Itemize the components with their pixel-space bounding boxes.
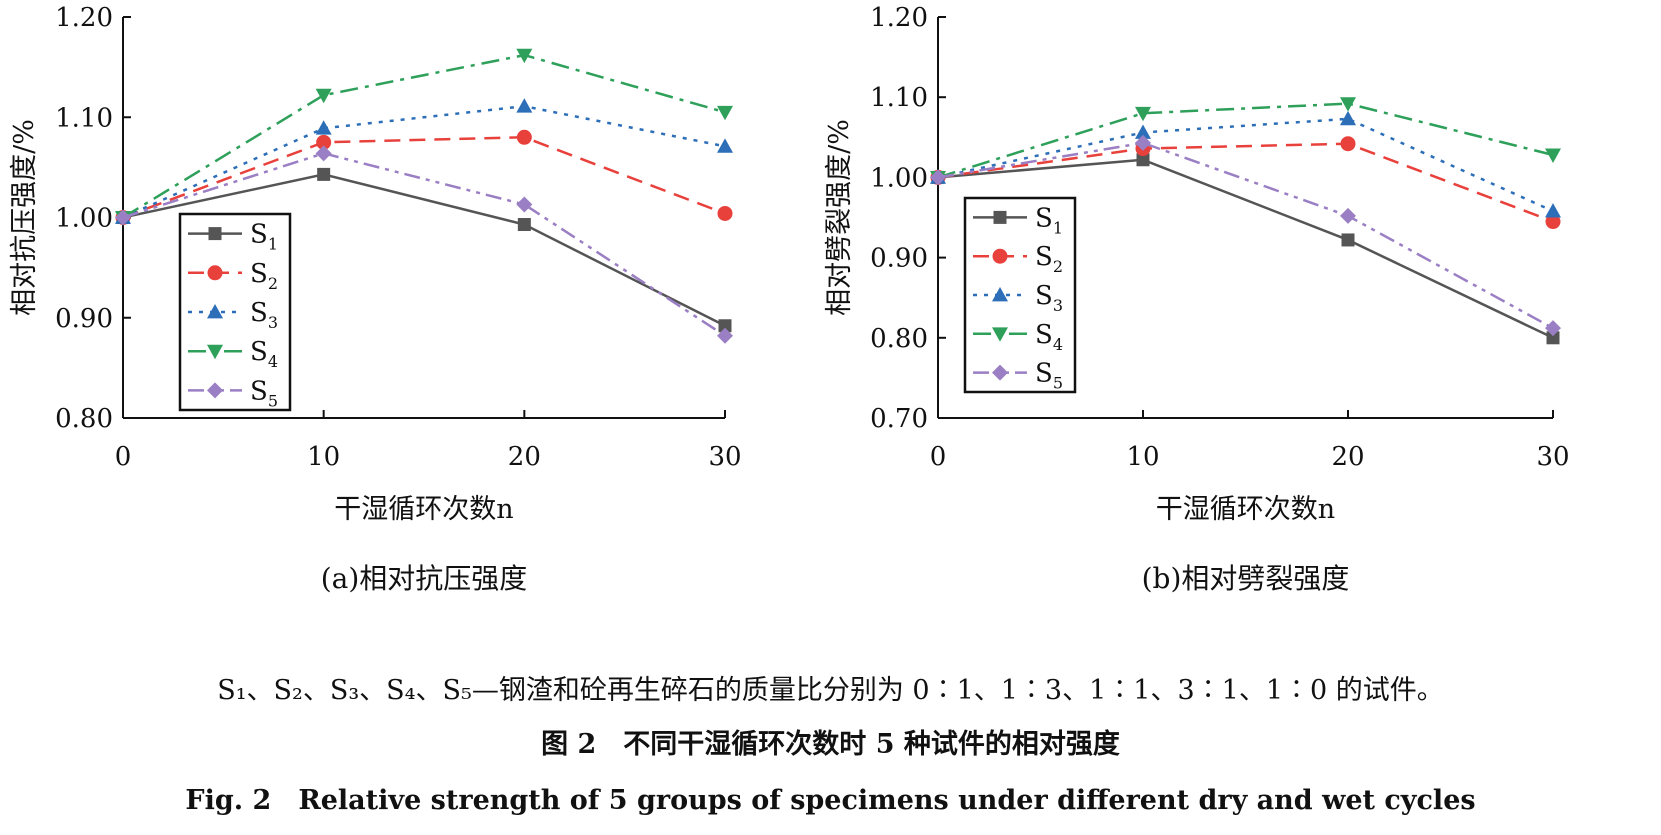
data-point-s1 — [718, 319, 732, 333]
y-axis-label: 相对抗压强度/% — [9, 119, 40, 316]
chart-subtitle: (a)相对抗压强度 — [321, 562, 528, 595]
figure-note: S₁、S₂、S₃、S₄、S₅—钢渣和砼再生碎石的质量比分别为 0∶1、1∶3、1… — [217, 675, 1444, 706]
data-point-s5 — [717, 327, 733, 344]
legend-marker-s3 — [207, 304, 223, 319]
y-tick-label: 0.70 — [870, 404, 928, 434]
data-point-s2 — [1340, 136, 1356, 152]
data-point-s1 — [1546, 331, 1560, 345]
figure-caption-english: Fig. 2 Relative strength of 5 groups of … — [185, 785, 1476, 816]
data-point-s4 — [1545, 148, 1561, 163]
legend-label-subscript: 5 — [268, 391, 278, 410]
legend-label-subscript: 3 — [268, 313, 278, 332]
legend-label-s3: S3 — [250, 298, 278, 332]
series-line-s4 — [937, 102, 1554, 179]
series-line-s2 — [937, 142, 1554, 223]
data-point-s5 — [516, 196, 533, 213]
x-tick-label: 30 — [708, 442, 741, 472]
series-line-s1 — [937, 158, 1554, 339]
data-point-s4 — [516, 48, 533, 64]
legend-label-subscript: 3 — [1053, 296, 1063, 315]
data-point-s3 — [315, 120, 332, 135]
chart-relative-splitting-strength: 0.70 0.80 0.90 1.00 1.10 1.20 0 10 20 30 干湿循环次数n 相对… — [824, 3, 1570, 595]
legend-label-subscript: 2 — [1053, 257, 1063, 276]
data-point-s2 — [717, 205, 733, 221]
data-point-s5 — [1340, 207, 1356, 224]
data-point-s4 — [1340, 97, 1356, 112]
figure-caption-chinese: 图 2 不同干湿循环次数时 5 种试件的相对强度 — [541, 729, 1120, 760]
y-tick-label: 1.10 — [870, 83, 928, 113]
legend-label-subscript: 4 — [1053, 335, 1063, 354]
data-point-s5 — [315, 145, 332, 162]
x-tick-label: 10 — [307, 442, 340, 472]
data-point-s4 — [717, 105, 733, 121]
data-point-s1 — [1136, 153, 1150, 167]
legend-marker-s3 — [992, 287, 1008, 302]
y-tick-label: 1.20 — [55, 3, 113, 33]
x-tick-label: 20 — [508, 442, 541, 472]
legend-marker-s5 — [207, 382, 223, 399]
y-axis-label: 相对劈裂强度/% — [824, 119, 855, 316]
y-tick-label: 0.90 — [55, 304, 113, 334]
y-tick-label: 1.10 — [55, 103, 113, 133]
legend-label-subscript: 1 — [268, 235, 278, 254]
data-point-s5 — [1135, 134, 1151, 151]
data-point-s1 — [517, 218, 531, 232]
series-line-s4 — [122, 53, 726, 219]
y-tick-label: 0.80 — [55, 404, 113, 434]
legend-label-subscript: 2 — [268, 274, 278, 293]
x-axis-label: 干湿循环次数n — [334, 494, 513, 525]
data-point-s3 — [516, 98, 533, 113]
data-point-s2 — [1545, 214, 1561, 230]
data-point-s3 — [1135, 124, 1151, 139]
x-axis-label: 干湿循环次数n — [1156, 494, 1335, 525]
series-line-s1 — [122, 173, 726, 327]
x-tick-label: 10 — [1126, 442, 1159, 472]
legend-label-subscript: 4 — [268, 352, 278, 371]
data-point-s2 — [316, 134, 332, 150]
data-point-s3 — [1340, 110, 1356, 126]
legend-label-subscript: 1 — [1053, 218, 1063, 237]
series-line-s5 — [122, 152, 726, 337]
y-tick-label: 0.80 — [870, 324, 928, 354]
legend-marker-s4 — [992, 327, 1008, 342]
data-point-s1 — [317, 167, 331, 181]
data-point-s3 — [1545, 203, 1561, 218]
legend-marker-s5 — [992, 364, 1008, 381]
x-tick-label: 0 — [115, 442, 132, 472]
legend-marker-s2 — [992, 248, 1008, 264]
data-point-s5 — [115, 209, 131, 226]
legend-label-subscript: 5 — [1053, 374, 1063, 393]
data-point-s4 — [315, 88, 332, 104]
chart-relative-compressive-strength: 0.80 0.90 1.00 1.10 1.20 0 10 20 30 干湿循环次数n 相对抗压强度… — [9, 3, 742, 595]
x-tick-label: 30 — [1536, 442, 1569, 472]
y-tick-label: 1.00 — [870, 163, 928, 193]
data-point-s4 — [1135, 106, 1151, 122]
data-point-s2 — [516, 129, 532, 145]
data-point-s5 — [1545, 320, 1561, 337]
data-point-s5 — [930, 169, 946, 186]
x-tick-label: 20 — [1331, 442, 1364, 472]
y-tick-label: 1.20 — [870, 3, 928, 33]
legend-marker-s1 — [208, 227, 222, 241]
data-point-s1 — [1341, 233, 1355, 247]
chart-subtitle: (b)相对劈裂强度 — [1142, 562, 1350, 595]
y-tick-label: 1.00 — [55, 204, 113, 234]
y-tick-label: 0.90 — [870, 244, 928, 274]
legend-marker-s4 — [207, 344, 223, 360]
legend-marker-s2 — [207, 265, 223, 281]
legend-marker-s1 — [993, 210, 1007, 224]
series-line-s3 — [122, 104, 726, 219]
series-line-s2 — [122, 136, 726, 219]
x-tick-label: 0 — [930, 442, 947, 472]
data-point-s3 — [717, 138, 733, 153]
series-line-s5 — [937, 141, 1554, 330]
